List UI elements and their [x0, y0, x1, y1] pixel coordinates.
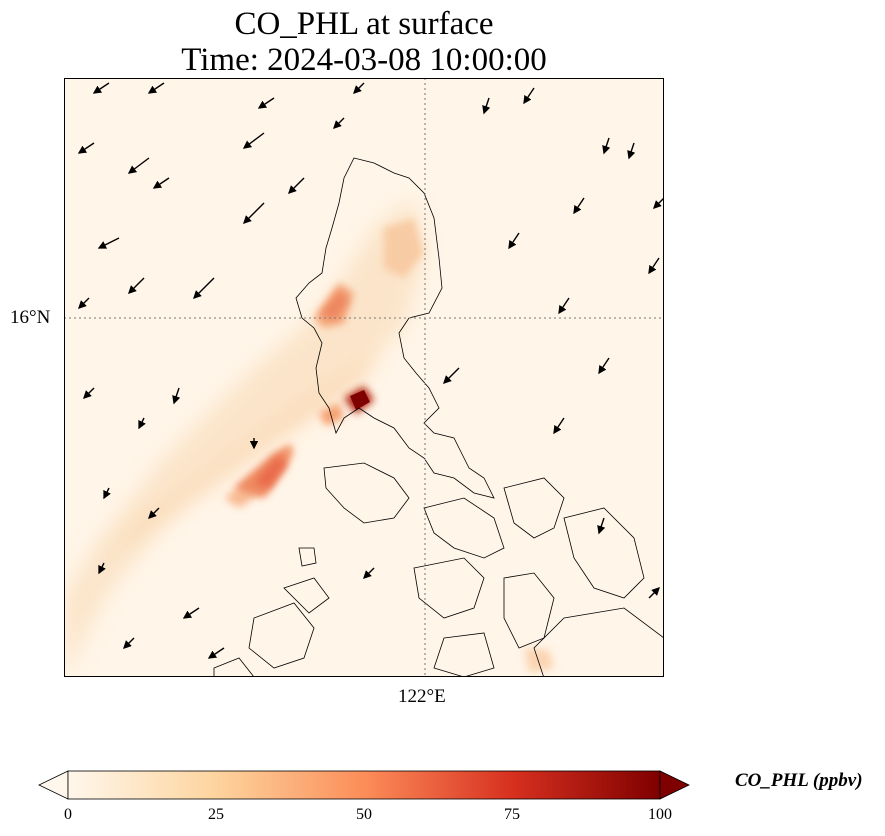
colorbar-tick: 50 — [356, 806, 372, 823]
coastlines — [213, 157, 664, 677]
wind-vectors — [77, 82, 664, 659]
colorbar-tick: 100 — [648, 806, 672, 823]
map-frame — [64, 78, 664, 677]
colorbar-tick: 0 — [64, 806, 72, 823]
gridlines — [64, 78, 664, 677]
colorbar-extend-min — [38, 770, 69, 800]
map-panel — [64, 78, 664, 677]
longitude-tick-label: 122°E — [398, 686, 446, 707]
title-line-1: CO_PHL at surface — [234, 6, 494, 42]
colorbar-tick: 25 — [208, 806, 224, 823]
colorbar-label: CO_PHL (ppbv) — [735, 770, 863, 791]
colorbar-gradient — [67, 770, 661, 800]
colorbar — [38, 770, 690, 800]
title-line-2: Time: 2024-03-08 10:00:00 — [181, 42, 547, 78]
latitude-tick-label: 16°N — [10, 307, 51, 328]
colorbar-tick: 75 — [504, 806, 520, 823]
colorbar-extend-max — [659, 770, 690, 800]
